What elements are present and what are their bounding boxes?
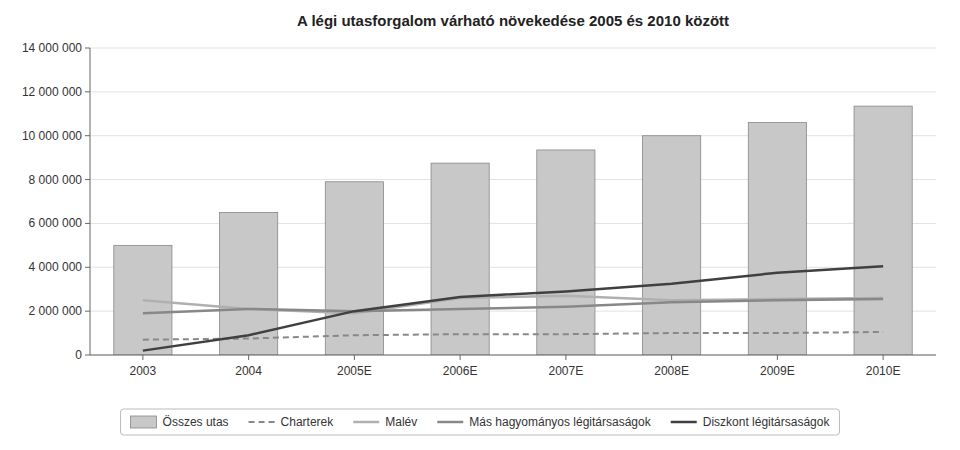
legend-label: Charterek bbox=[281, 415, 335, 429]
tick-mark bbox=[142, 355, 143, 360]
grid-line bbox=[90, 223, 936, 224]
tick-mark bbox=[85, 179, 90, 180]
tick-label: 2004 bbox=[235, 364, 262, 378]
legend-swatch bbox=[353, 421, 379, 424]
tick-label: 10 000 000 bbox=[22, 129, 82, 143]
grid-line bbox=[90, 179, 936, 180]
tick-mark bbox=[777, 355, 778, 360]
legend-swatch bbox=[437, 421, 463, 424]
tick-mark bbox=[85, 135, 90, 136]
tick-label: 0 bbox=[75, 348, 82, 362]
legend-item: Malév bbox=[353, 415, 417, 429]
legend-label: Más hagyományos légitársaságok bbox=[469, 415, 651, 429]
line bbox=[143, 296, 883, 314]
line bbox=[143, 299, 883, 313]
legend-item: Diszkont légitársaságok bbox=[671, 415, 831, 429]
legend-label: Malév bbox=[385, 415, 417, 429]
title: A légi utasforgalom várható növekedése 2… bbox=[297, 12, 729, 29]
tick-label: 12 000 000 bbox=[22, 85, 82, 99]
tick-mark bbox=[460, 355, 461, 360]
tick-label: 14 000 000 bbox=[22, 41, 82, 55]
tick-mark bbox=[883, 355, 884, 360]
tick-mark bbox=[85, 48, 90, 49]
grid-line bbox=[90, 91, 936, 92]
grid-line bbox=[90, 48, 936, 49]
tick-mark bbox=[85, 267, 90, 268]
bar bbox=[643, 136, 701, 355]
tick-label: 2010E bbox=[866, 364, 901, 378]
tick-mark bbox=[565, 355, 566, 360]
legend-label: Összes utas bbox=[163, 415, 229, 429]
tick-label: 2 000 000 bbox=[29, 304, 83, 318]
bar bbox=[325, 182, 383, 355]
legend-swatch bbox=[249, 421, 275, 423]
line bbox=[143, 266, 883, 350]
tick-mark bbox=[671, 355, 672, 360]
marks bbox=[114, 106, 912, 355]
x-axis: 2003 2004 2005E 2006E 2007E 2008E 2009E 2010E bbox=[130, 355, 901, 378]
bar bbox=[537, 150, 595, 355]
y-axis-line bbox=[90, 48, 91, 355]
tick-mark bbox=[85, 223, 90, 224]
bar bbox=[220, 212, 278, 355]
legend-item: Más hagyományos légitársaságok bbox=[437, 415, 651, 429]
legend-item: Charterek bbox=[249, 415, 335, 429]
chart: A légi utasforgalom várható növekedése 2… bbox=[0, 0, 960, 450]
bar bbox=[854, 106, 912, 355]
tick-label: 2008E bbox=[654, 364, 689, 378]
tick-label: 6 000 000 bbox=[29, 216, 83, 230]
tick-label: 4 000 000 bbox=[29, 260, 83, 274]
tick-mark bbox=[85, 91, 90, 92]
legend-frame bbox=[121, 409, 840, 435]
legend-label: Diszkont légitársaságok bbox=[703, 415, 831, 429]
tick-label: 2007E bbox=[549, 364, 584, 378]
tick-label: 2005E bbox=[337, 364, 372, 378]
legend-item: Összes utas bbox=[131, 415, 229, 429]
tick-mark bbox=[354, 355, 355, 360]
legend: Összes utas Charterek Malév Más hagyományos… bbox=[121, 409, 840, 435]
y-axis: 0 2 000 000 4 000 000 6 000 000 8 000 000 10 … bbox=[22, 41, 936, 362]
legend-swatch bbox=[131, 416, 157, 428]
tick-mark bbox=[85, 311, 90, 312]
grid-line bbox=[90, 135, 936, 136]
tick-mark bbox=[248, 355, 249, 360]
tick-label: 2009E bbox=[760, 364, 795, 378]
tick-label: 2003 bbox=[130, 364, 157, 378]
bar bbox=[431, 163, 489, 355]
tick-label: 8 000 000 bbox=[29, 173, 83, 187]
bar bbox=[748, 123, 806, 355]
x-axis-line bbox=[90, 355, 936, 356]
tick-mark bbox=[85, 355, 90, 356]
tick-label: 2006E bbox=[443, 364, 478, 378]
grid-line bbox=[90, 355, 936, 356]
legend-swatch bbox=[671, 421, 697, 424]
grid-line bbox=[90, 267, 936, 268]
